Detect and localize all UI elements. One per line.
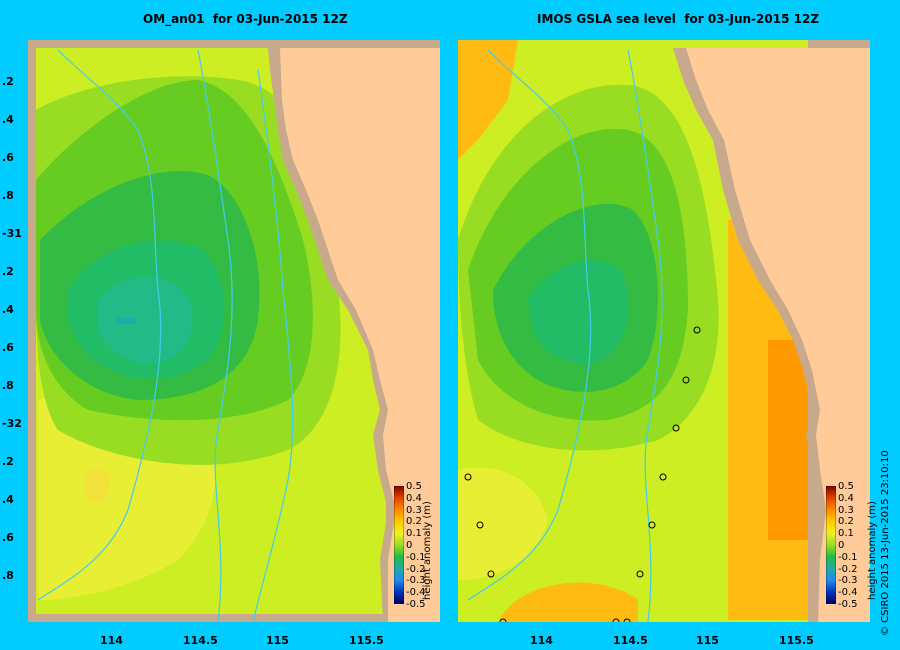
y-tick-label: -31	[2, 227, 22, 240]
y-tick-label: .8	[2, 189, 14, 202]
y-tick-label: .6	[2, 531, 14, 544]
y-tick-label: .8	[2, 569, 14, 582]
right-colorbar-label: height anomaly (m)	[867, 501, 878, 600]
anomaly-band-east-deep	[768, 340, 808, 540]
x-tick-label: 115.5	[349, 634, 384, 647]
x-tick-label: 114.5	[613, 634, 648, 647]
x-tick-label: 114	[530, 634, 553, 647]
colorbar-tick: 0.2	[406, 516, 422, 528]
anomaly-min-spot	[116, 318, 136, 324]
anomaly-band-4	[528, 260, 629, 364]
x-tick-label: 114.5	[183, 634, 218, 647]
y-tick-label: .6	[2, 341, 14, 354]
obs-marker	[623, 618, 631, 622]
colorbar-tick: -0.2	[406, 563, 426, 575]
bathymetry-contour-3	[252, 69, 294, 622]
anomaly-band-5	[98, 276, 193, 364]
y-tick-label: .4	[2, 303, 14, 316]
y-tick-label: .6	[2, 151, 14, 164]
colorbar-tick: 0.3	[406, 504, 422, 516]
right-colorbar	[826, 486, 836, 604]
x-tick-label: 114	[100, 634, 123, 647]
obs-marker	[499, 618, 507, 622]
bathymetry-contour-2	[627, 49, 663, 622]
right-panel-title: IMOS GSLA sea level for 03-Jun-2015 12Z	[537, 12, 820, 26]
obs-marker	[682, 376, 690, 384]
obs-marker	[672, 424, 680, 432]
colorbar-tick: -0.4	[406, 587, 426, 599]
anomaly-band-sw	[458, 467, 548, 580]
x-tick-label: 115	[266, 634, 289, 647]
colorbar-tick: 0.5	[838, 481, 854, 492]
colorbar-tick: 0.2	[838, 516, 854, 528]
anomaly-band-north	[458, 40, 518, 160]
obs-marker	[659, 473, 667, 481]
anomaly-band-s	[498, 582, 638, 622]
y-tick-label: .4	[2, 113, 14, 126]
obs-marker	[487, 570, 495, 578]
y-tick-label: .8	[2, 379, 14, 392]
left-panel-title: OM_an01 for 03-Jun-2015 12Z	[143, 12, 348, 26]
colorbar-tick: -0.5	[838, 599, 858, 610]
y-tick-label: -32	[2, 417, 22, 430]
colorbar-tick: -0.3	[406, 575, 426, 587]
colorbar-tick: 0.3	[838, 504, 854, 516]
colorbar-tick: 0.1	[838, 528, 854, 540]
observation-markers	[464, 326, 701, 622]
colorbar-tick: 0	[406, 540, 413, 551]
colorbar-tick: -0.3	[838, 575, 858, 587]
right-map	[458, 40, 870, 622]
colorbar-tick: -0.1	[838, 551, 858, 563]
y-tick-label: .4	[2, 493, 14, 506]
x-tick-label: 115.5	[779, 634, 814, 647]
land-interior	[280, 48, 440, 622]
left-map	[28, 40, 440, 622]
colorbar-tick: 0.4	[406, 492, 422, 504]
anomaly-band-warm	[84, 467, 111, 504]
colorbar-tick: 0.1	[406, 528, 422, 540]
y-tick-label: .2	[2, 75, 14, 88]
land-interior	[686, 48, 870, 622]
x-tick-label: 115	[696, 634, 719, 647]
bathymetry-contour	[37, 49, 162, 601]
obs-marker	[476, 521, 484, 529]
y-tick-label: .2	[2, 455, 14, 468]
bathymetry-contour	[467, 49, 592, 601]
credit-text: © CSIRO 2015 13-Jun-2015 23:10:10	[880, 450, 891, 636]
colorbar-tick: -0.5	[406, 599, 426, 610]
colorbar-gradient	[826, 486, 836, 604]
obs-marker	[464, 473, 472, 481]
colorbar-tick: 0.5	[406, 481, 422, 492]
colorbar-gradient	[394, 486, 404, 604]
colorbar-tick: 0.4	[838, 492, 854, 504]
colorbar-tick: -0.4	[838, 587, 858, 599]
y-tick-label: .2	[2, 265, 14, 278]
obs-marker	[612, 618, 620, 622]
colorbar-tick: 0	[838, 540, 845, 551]
left-colorbar-label: height anomaly (m)	[422, 501, 433, 600]
colorbar-tick: -0.2	[838, 563, 858, 575]
left-colorbar	[394, 486, 404, 604]
obs-marker	[693, 326, 701, 334]
obs-marker	[648, 521, 656, 529]
bathymetry-contour-2	[197, 49, 233, 622]
obs-marker	[636, 570, 644, 578]
colorbar-tick: -0.1	[406, 551, 426, 563]
